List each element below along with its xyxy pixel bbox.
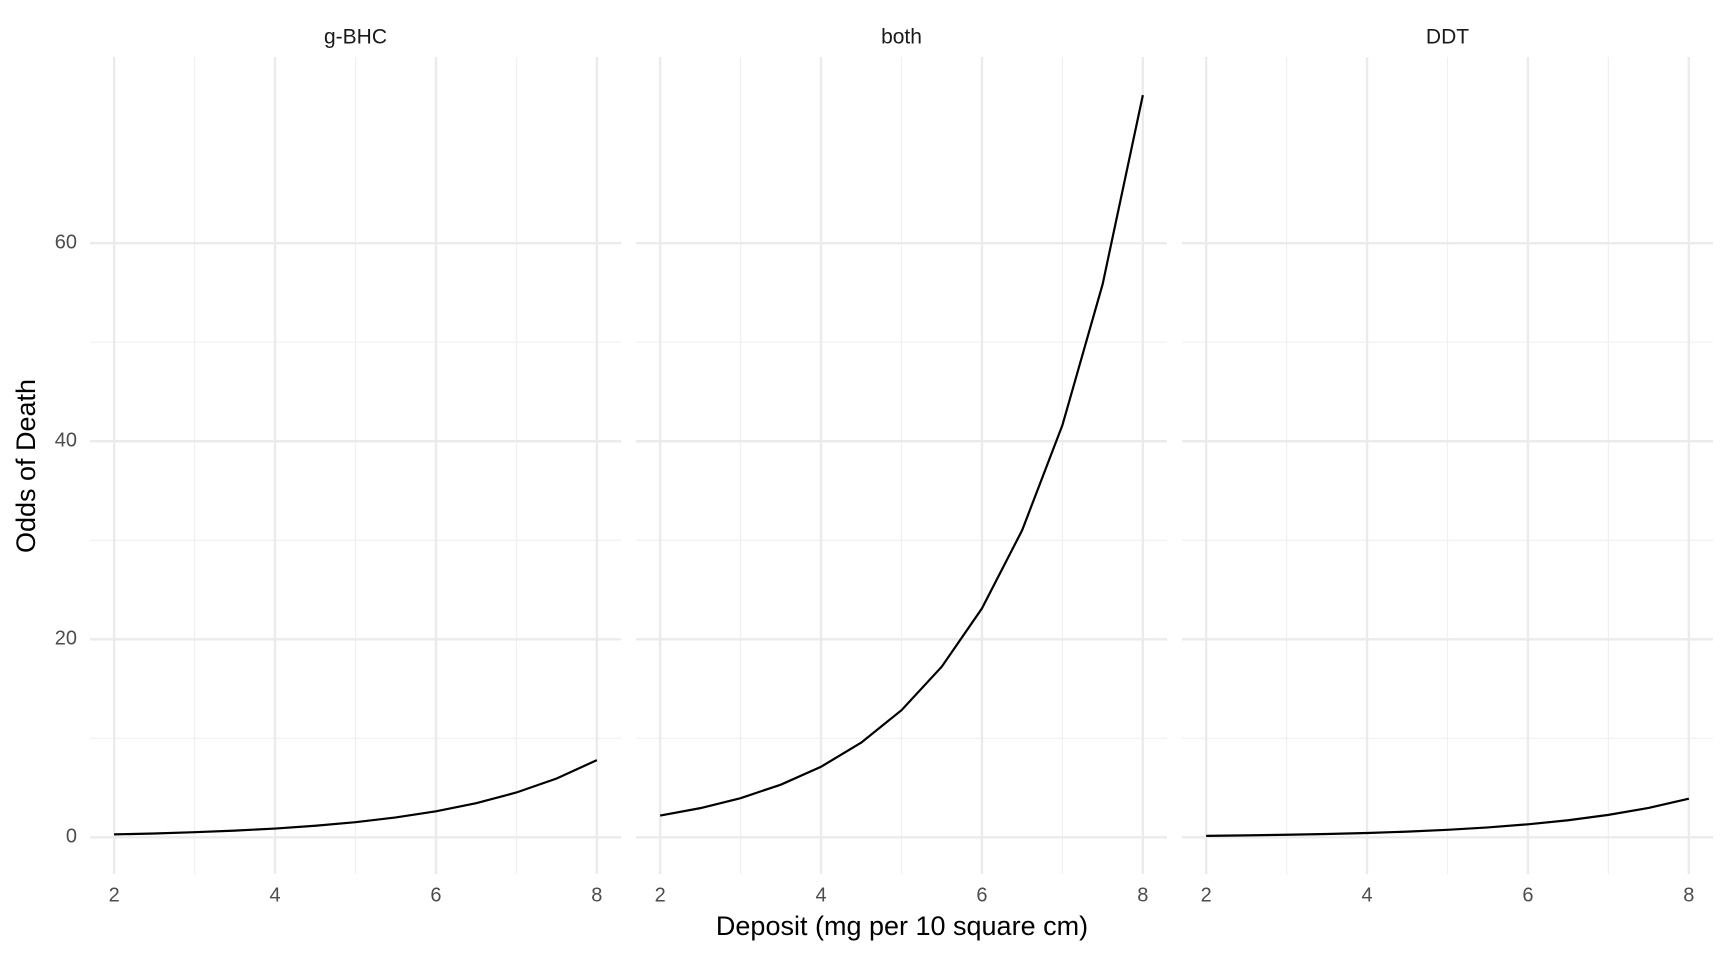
x-tick-label: 6 — [976, 884, 987, 906]
facet-title: g-BHC — [324, 26, 387, 49]
facet-title: both — [881, 26, 922, 49]
line — [659, 94, 1144, 817]
line — [1206, 797, 1690, 837]
line — [114, 759, 598, 836]
x-tick-label: 6 — [1522, 884, 1533, 906]
y-tick-label: 40 — [55, 430, 77, 452]
x-axis-label: Deposit (mg per 10 square cm) — [716, 911, 1088, 941]
x-tick-label: 4 — [1361, 884, 1372, 906]
x-tick-label: 8 — [1137, 884, 1148, 906]
x-tick-label: 4 — [815, 884, 826, 906]
x-tick-label: 8 — [591, 884, 602, 906]
y-axis-label: Odds of Death — [11, 379, 41, 553]
x-tick-label: 6 — [430, 884, 441, 906]
y-tick-label: 20 — [55, 628, 77, 650]
facet-title: DDT — [1426, 26, 1469, 49]
x-tick-label: 2 — [655, 884, 666, 906]
x-tick-label: 8 — [1683, 884, 1694, 906]
y-tick-label: 60 — [55, 231, 77, 253]
x-tick-label: 2 — [1201, 884, 1212, 906]
y-tick-label: 0 — [66, 826, 77, 848]
x-tick-label: 4 — [269, 884, 280, 906]
x-tick-label: 2 — [109, 884, 120, 906]
